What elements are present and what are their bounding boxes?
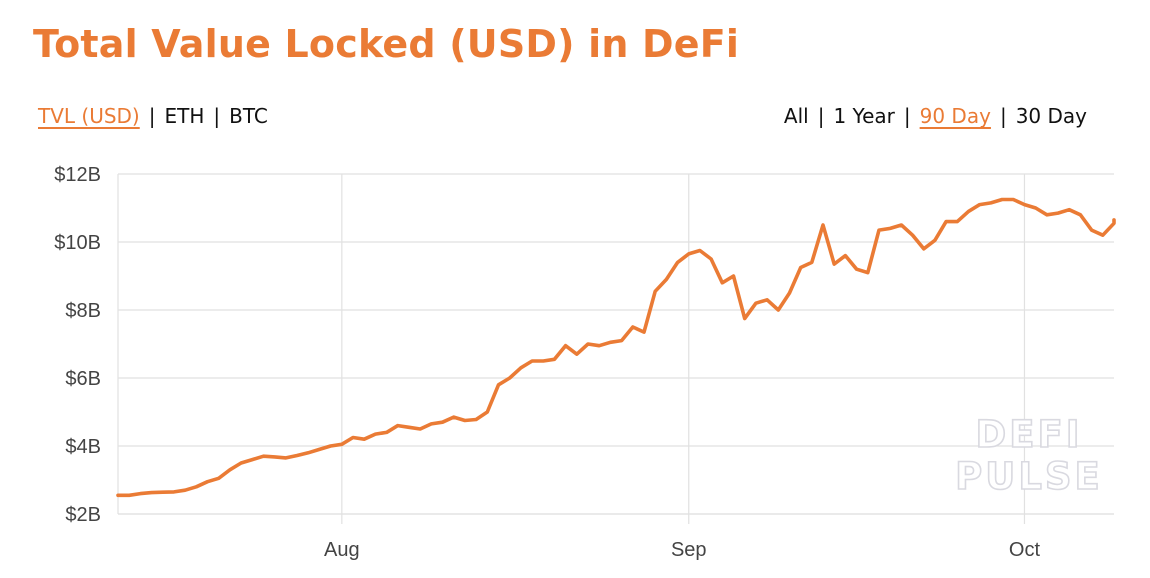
metric-toggle: TVL (USD) | ETH | BTC <box>38 104 268 128</box>
watermark-line-2: PULSE <box>955 455 1103 498</box>
y-tick-label: $10B <box>54 232 101 254</box>
watermark-line-1: DEFI <box>975 413 1082 456</box>
separator: | <box>903 104 911 128</box>
y-tick-label: $4B <box>65 436 101 458</box>
x-tick-label: Sep <box>671 539 707 561</box>
chart-series <box>116 197 1116 498</box>
metric-option-eth[interactable]: ETH <box>164 104 205 128</box>
range-option-all[interactable]: All <box>783 104 809 128</box>
y-axis-ticks: $2B $4B $6B $8B $10B $12B <box>54 164 101 526</box>
chart-grid <box>117 173 1114 524</box>
separator: | <box>999 104 1007 128</box>
y-tick-label: $2B <box>65 504 101 526</box>
x-tick-label: Aug <box>324 539 360 561</box>
tvl-series-line <box>116 197 1116 498</box>
separator: | <box>817 104 825 128</box>
page-title: Total Value Locked (USD) in DeFi <box>33 22 740 66</box>
x-tick-label: Oct <box>1009 539 1041 561</box>
metric-option-btc[interactable]: BTC <box>229 104 268 128</box>
separator: | <box>213 104 221 128</box>
range-toggle: All | 1 Year | 90 Day | 30 Day <box>784 104 1087 128</box>
y-tick-label: $6B <box>65 368 101 390</box>
metric-option-tvl-usd[interactable]: TVL (USD) <box>38 104 140 128</box>
range-option-1-year[interactable]: 1 Year <box>833 104 895 128</box>
range-option-30-day[interactable]: 30 Day <box>1015 104 1087 128</box>
defi-pulse-watermark: DEFI PULSE <box>954 412 1103 499</box>
y-tick-label: $12B <box>54 164 101 186</box>
range-option-90-day[interactable]: 90 Day <box>919 104 991 128</box>
separator: | <box>148 104 156 128</box>
x-axis-ticks: Aug Sep Oct <box>324 539 1040 561</box>
y-tick-label: $8B <box>65 300 101 322</box>
